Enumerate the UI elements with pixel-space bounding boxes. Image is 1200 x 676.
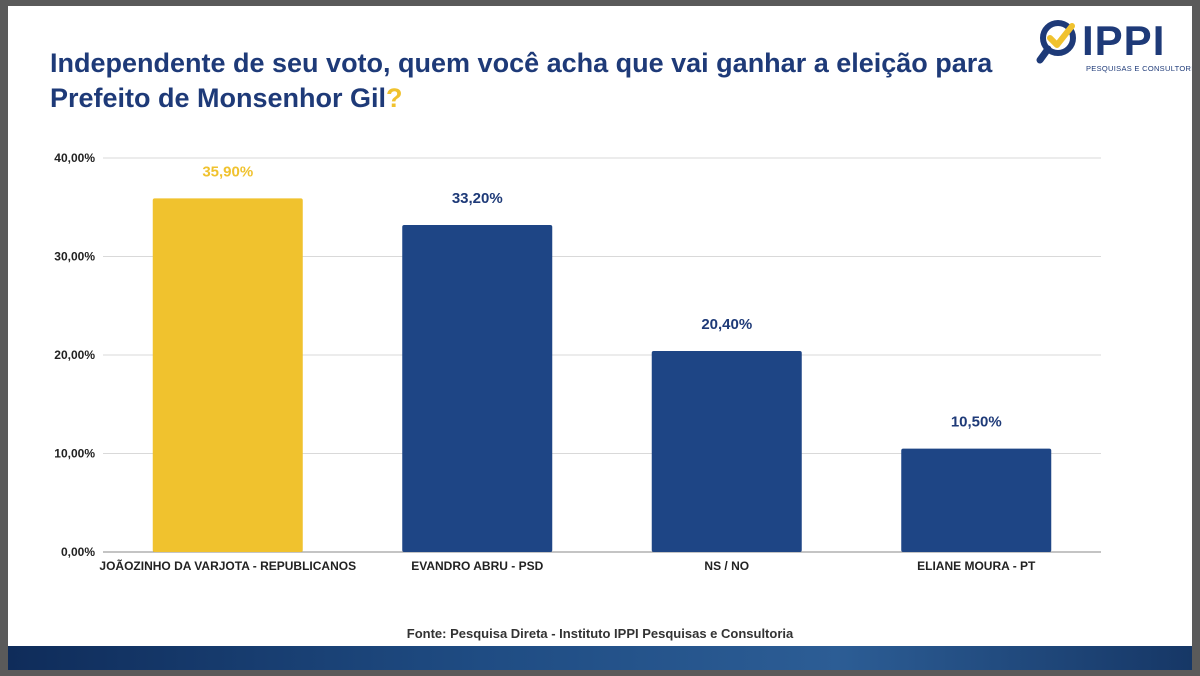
footer-bar (8, 646, 1192, 670)
logo-subtitle: PESQUISAS E CONSULTORIA (1086, 64, 1192, 73)
y-tick-label: 10,00% (54, 447, 95, 461)
slide: Independente de seu voto, quem você acha… (8, 6, 1192, 670)
data-label: 33,20% (452, 190, 503, 207)
y-tick-label: 30,00% (54, 250, 95, 264)
x-tick-label: EVANDRO ABRU - PSD (411, 559, 543, 573)
logo-text: IPPI (1082, 17, 1166, 64)
bar (901, 448, 1052, 552)
y-tick-label: 20,00% (54, 348, 95, 362)
bar (402, 224, 553, 553)
x-tick-label: ELIANE MOURA - PT (917, 559, 1036, 573)
title-text: Independente de seu voto, quem você acha… (50, 48, 993, 113)
bar (651, 351, 802, 552)
x-tick-label: NS / NO (704, 559, 749, 573)
y-tick-label: 0,00% (61, 545, 95, 559)
title-question-mark: ? (386, 83, 403, 113)
x-tick-label: JOÃOZINHO DA VARJOTA - REPUBLICANOS (99, 558, 356, 573)
bar-chart: 0,00% 10,00% 20,00% 30,00% 40,00% 35,90% JOÃOZ… (54, 151, 1101, 573)
source-note: Fonte: Pesquisa Direta - Instituto IPPI … (406, 626, 794, 641)
data-label: 20,40% (701, 316, 752, 333)
data-label: 10,50% (951, 414, 1002, 431)
logo: IPPI PESQUISAS E CONSULTORIA (1036, 16, 1192, 76)
magnifier-check-icon (1036, 20, 1076, 64)
y-tick-label: 40,00% (54, 151, 95, 165)
page-title: Independente de seu voto, quem você acha… (50, 46, 1010, 116)
data-label: 35,90% (202, 163, 253, 180)
bar (152, 198, 303, 552)
